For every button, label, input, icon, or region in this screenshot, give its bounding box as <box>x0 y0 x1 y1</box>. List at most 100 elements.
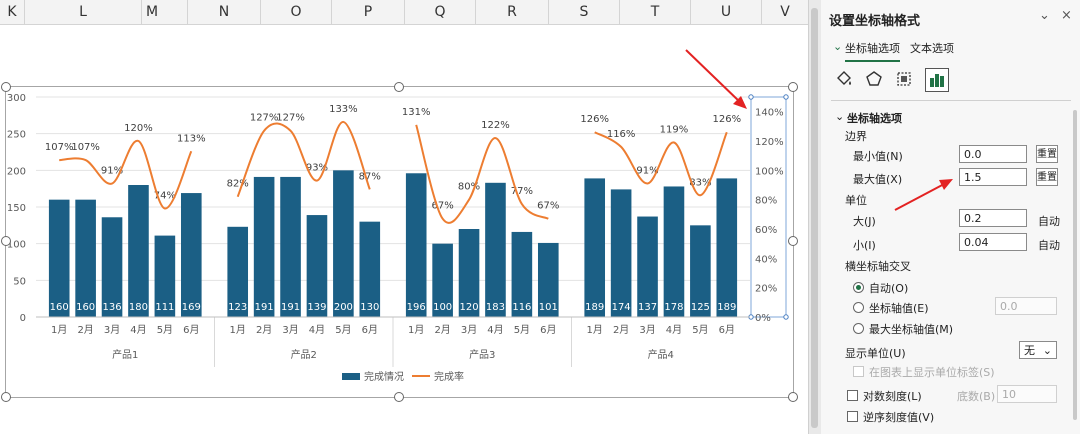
column-header-n[interactable]: N <box>188 0 261 24</box>
column-header-k[interactable]: K <box>0 0 25 24</box>
section-chevron-icon[interactable]: ⌄ <box>835 110 845 123</box>
min-reset-button[interactable]: 重置 <box>1036 145 1058 163</box>
resize-handle-tr[interactable] <box>788 82 798 92</box>
bar <box>359 221 381 317</box>
bar-value-label: 101 <box>539 302 558 313</box>
min-input[interactable]: 0.0 <box>959 145 1027 163</box>
completion-rate-line <box>236 120 371 198</box>
log-scale-label[interactable]: 对数刻度(L) <box>863 390 922 403</box>
show-units-checkbox[interactable] <box>853 366 864 377</box>
completion-rate-line <box>594 131 728 197</box>
resize-handle-mr[interactable] <box>788 236 798 246</box>
fill-line-icon[interactable] <box>833 68 855 90</box>
column-header-r[interactable]: R <box>476 0 549 24</box>
max-label: 最大值(X) <box>853 173 903 186</box>
column-header-v[interactable]: V <box>780 4 790 20</box>
y-right-tick-label: 100% <box>755 166 784 177</box>
bar-value-label: 180 <box>129 302 148 313</box>
collapse-icon[interactable]: ⌄ <box>1039 8 1050 23</box>
show-units-label[interactable]: 在图表上显示单位标签(S) <box>869 366 995 379</box>
minor-input[interactable]: 0.04 <box>959 233 1027 251</box>
bar <box>485 182 506 317</box>
bar <box>405 173 427 317</box>
rate-label: 77% <box>511 186 533 197</box>
log-scale-checkbox[interactable] <box>847 390 858 401</box>
cross-auto-label[interactable]: 自动(O) <box>869 282 909 295</box>
x-tick-label: 1月 <box>408 324 424 336</box>
minor-label: 小(I) <box>853 239 876 252</box>
major-auto-label[interactable]: 自动 <box>1038 215 1060 228</box>
resize-handle-bm[interactable] <box>394 392 404 402</box>
resize-handle-tl[interactable] <box>1 82 11 92</box>
column-header-t[interactable]: T <box>620 0 691 24</box>
vertical-scrollbar[interactable] <box>808 0 822 434</box>
reverse-order-label[interactable]: 逆序刻度值(V) <box>863 411 935 424</box>
cross-max-radio[interactable] <box>853 323 864 334</box>
rate-label: 131% <box>402 107 431 118</box>
tab-text-options[interactable]: 文本选项 <box>910 42 954 55</box>
section-axis-options-title[interactable]: 坐标轴选项 <box>847 112 902 125</box>
bar <box>537 242 559 317</box>
reverse-order-checkbox[interactable] <box>847 411 858 422</box>
bar <box>101 217 123 317</box>
column-header-s[interactable]: S <box>549 0 620 24</box>
axis-options-icon[interactable] <box>925 68 949 92</box>
resize-handle-bl[interactable] <box>1 392 11 402</box>
rate-label: 93% <box>306 163 328 174</box>
bar <box>690 225 711 317</box>
y-left-tick-label: 250 <box>7 130 26 141</box>
x-tick-label: 4月 <box>487 324 503 336</box>
max-reset-button[interactable]: 重置 <box>1036 168 1058 186</box>
column-header-o[interactable]: O <box>261 0 332 24</box>
scrollbar-thumb[interactable] <box>811 8 818 428</box>
bar-value-label: 189 <box>717 302 736 313</box>
chart-area[interactable]: 0 50 100 150 200 250 300 0% 20% 40% 60% 80% 100% 120%… <box>5 86 794 398</box>
units-label: 单位 <box>845 194 867 207</box>
display-units-select[interactable]: 无 ⌄ <box>1019 341 1057 359</box>
cross-value-radio[interactable] <box>853 302 864 313</box>
rate-label: 126% <box>712 114 741 125</box>
rate-label: 91% <box>101 166 123 177</box>
column-header-p[interactable]: P <box>332 0 405 24</box>
column-header-m[interactable]: M <box>117 0 188 24</box>
y-left-tick-label: 300 <box>7 93 26 104</box>
bar <box>253 176 275 317</box>
column-header-q[interactable]: Q <box>405 0 476 24</box>
major-input[interactable]: 0.2 <box>959 209 1027 227</box>
size-properties-icon[interactable] <box>893 68 915 90</box>
max-input[interactable]: 1.5 <box>959 168 1027 186</box>
close-icon[interactable]: × <box>1061 8 1072 23</box>
column-header-u[interactable]: U <box>691 0 762 24</box>
panel-title: 设置坐标轴格式 <box>829 14 921 29</box>
column-header-l[interactable]: L <box>25 0 142 24</box>
x-tick-label: 5月 <box>692 324 708 336</box>
rate-label: 67% <box>537 201 559 212</box>
legend-label-line: 完成率 <box>434 370 464 383</box>
x-tick-label: 4月 <box>130 324 146 336</box>
cross-value-label[interactable]: 坐标轴值(E) <box>869 302 929 315</box>
bar-value-label: 125 <box>691 302 710 313</box>
cross-value-input[interactable]: 0.0 <box>995 297 1057 315</box>
minor-auto-label[interactable]: 自动 <box>1038 239 1060 252</box>
bar <box>48 199 70 317</box>
panel-scrollbar[interactable] <box>1073 110 1077 420</box>
bar <box>280 176 301 317</box>
resize-handle-tm[interactable] <box>394 82 404 92</box>
cross-auto-radio[interactable] <box>853 282 864 293</box>
format-axis-panel: 设置坐标轴格式 ⌄ × ⌄ 坐标轴选项 文本选项 ⌄ 坐标轴选项 边界 最小值(… <box>821 0 1080 434</box>
x-tick-label: 6月 <box>719 324 735 336</box>
effects-pentagon-icon[interactable] <box>863 68 885 90</box>
y-right-tick-label: 120% <box>755 137 784 148</box>
x-tick-label: 2月 <box>77 324 93 336</box>
resize-handle-br[interactable] <box>788 392 798 402</box>
tab-axis-options[interactable]: 坐标轴选项 <box>845 40 900 62</box>
y-right-tick-label: 20% <box>755 284 777 295</box>
resize-handle-ml[interactable] <box>1 236 11 246</box>
rate-label: 127% <box>250 113 279 124</box>
combo-chart[interactable]: 0 50 100 150 200 250 300 0% 20% 40% 60% 80% 100% 120%… <box>6 87 793 397</box>
bar-value-label: 139 <box>307 302 326 313</box>
cross-max-label[interactable]: 最大坐标轴值(M) <box>869 323 954 336</box>
y-right-tick-label: 60% <box>755 225 777 236</box>
selected-secondary-axis <box>750 96 787 318</box>
base-input[interactable]: 10 <box>997 385 1057 403</box>
